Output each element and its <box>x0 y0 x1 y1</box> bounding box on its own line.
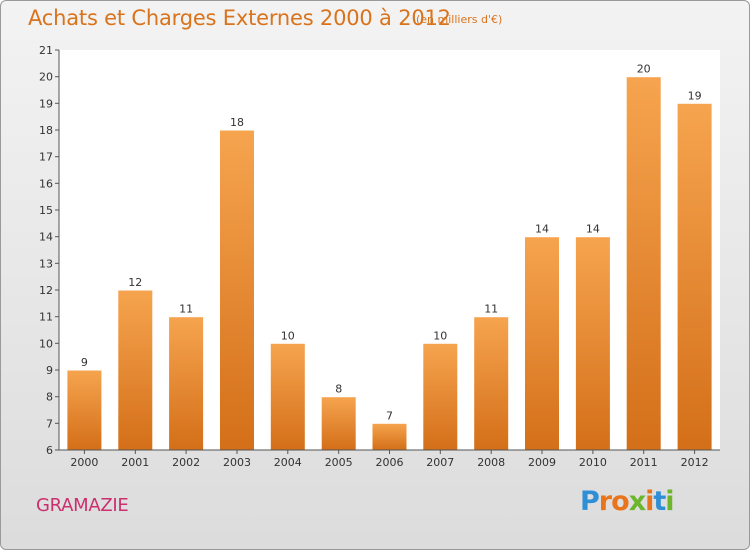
y-tick-label-12: 12 <box>39 284 53 297</box>
logo-letter: x <box>628 486 646 517</box>
bar-2006 <box>371 422 408 451</box>
data-label-2001: 12 <box>128 276 142 289</box>
data-label-2010: 14 <box>586 223 600 236</box>
data-label-2008: 11 <box>484 303 498 316</box>
logo-letter: P <box>580 486 600 517</box>
x-tick-label-2008: 2008 <box>477 456 505 469</box>
y-tick-label-20: 20 <box>39 71 53 84</box>
data-label-2004: 10 <box>281 329 295 342</box>
y-tick-label-19: 19 <box>39 97 53 110</box>
y-tick-label-9: 9 <box>46 364 53 377</box>
bar-2001 <box>117 289 154 451</box>
logo-letter: i <box>645 486 654 517</box>
data-label-2006: 7 <box>386 409 393 422</box>
y-tick-label-21: 21 <box>39 44 53 57</box>
data-label-2009: 14 <box>535 223 549 236</box>
x-tick-label-2003: 2003 <box>223 456 251 469</box>
bar-2002 <box>168 316 205 451</box>
logo-letter: i <box>665 486 674 517</box>
place-name: GRAMAZIE <box>36 495 129 516</box>
y-tick-label-15: 15 <box>39 204 53 217</box>
y-tick-label-13: 13 <box>39 257 53 270</box>
bar-2012 <box>676 102 713 451</box>
bar-2010 <box>574 236 611 451</box>
x-tick-label-2000: 2000 <box>70 456 98 469</box>
bar-2000 <box>66 369 103 451</box>
data-label-2012: 19 <box>688 89 702 102</box>
y-tick-label-14: 14 <box>39 231 53 244</box>
data-label-2002: 11 <box>179 303 193 316</box>
x-tick-label-2011: 2011 <box>630 456 658 469</box>
y-tick-label-8: 8 <box>46 391 53 404</box>
bar-2011 <box>625 76 662 451</box>
x-tick-label-2001: 2001 <box>121 456 149 469</box>
data-label-2003: 18 <box>230 116 244 129</box>
y-tick-label-6: 6 <box>46 444 53 457</box>
x-tick-label-2010: 2010 <box>579 456 607 469</box>
logo-letter: t <box>653 486 666 517</box>
bar-2003 <box>219 129 255 451</box>
bar-2007 <box>422 342 459 451</box>
data-label-2011: 20 <box>637 63 651 76</box>
x-tick-label-2006: 2006 <box>376 456 404 469</box>
x-tick-label-2005: 2005 <box>325 456 353 469</box>
x-tick-label-2007: 2007 <box>426 456 454 469</box>
data-label-2000: 9 <box>81 356 88 369</box>
bar-2004 <box>269 342 306 451</box>
chart-title: Achats et Charges Externes 2000 à 2012 <box>28 6 451 30</box>
y-tick-label-16: 16 <box>39 177 53 190</box>
bar-2009 <box>524 236 560 451</box>
x-tick-label-2004: 2004 <box>274 456 302 469</box>
logo-letter: o <box>611 486 630 517</box>
y-tick-label-11: 11 <box>39 311 53 324</box>
x-tick-label-2009: 2009 <box>528 456 556 469</box>
bar-2005 <box>320 396 357 451</box>
y-tick-label-10: 10 <box>39 337 53 350</box>
proxiti-logo: Proxiti <box>580 486 675 517</box>
data-label-2005: 8 <box>335 383 342 396</box>
x-tick-label-2002: 2002 <box>172 456 200 469</box>
data-label-2007: 10 <box>433 329 447 342</box>
y-tick-label-17: 17 <box>39 151 53 164</box>
y-tick-label-18: 18 <box>39 124 53 137</box>
y-tick-label-7: 7 <box>46 417 53 430</box>
logo-letter: r <box>598 486 612 517</box>
x-tick-label-2012: 2012 <box>681 456 709 469</box>
bar-2008 <box>473 316 510 451</box>
chart-unit-label: (en milliers d'€) <box>416 13 503 26</box>
plot-area <box>59 50 720 450</box>
